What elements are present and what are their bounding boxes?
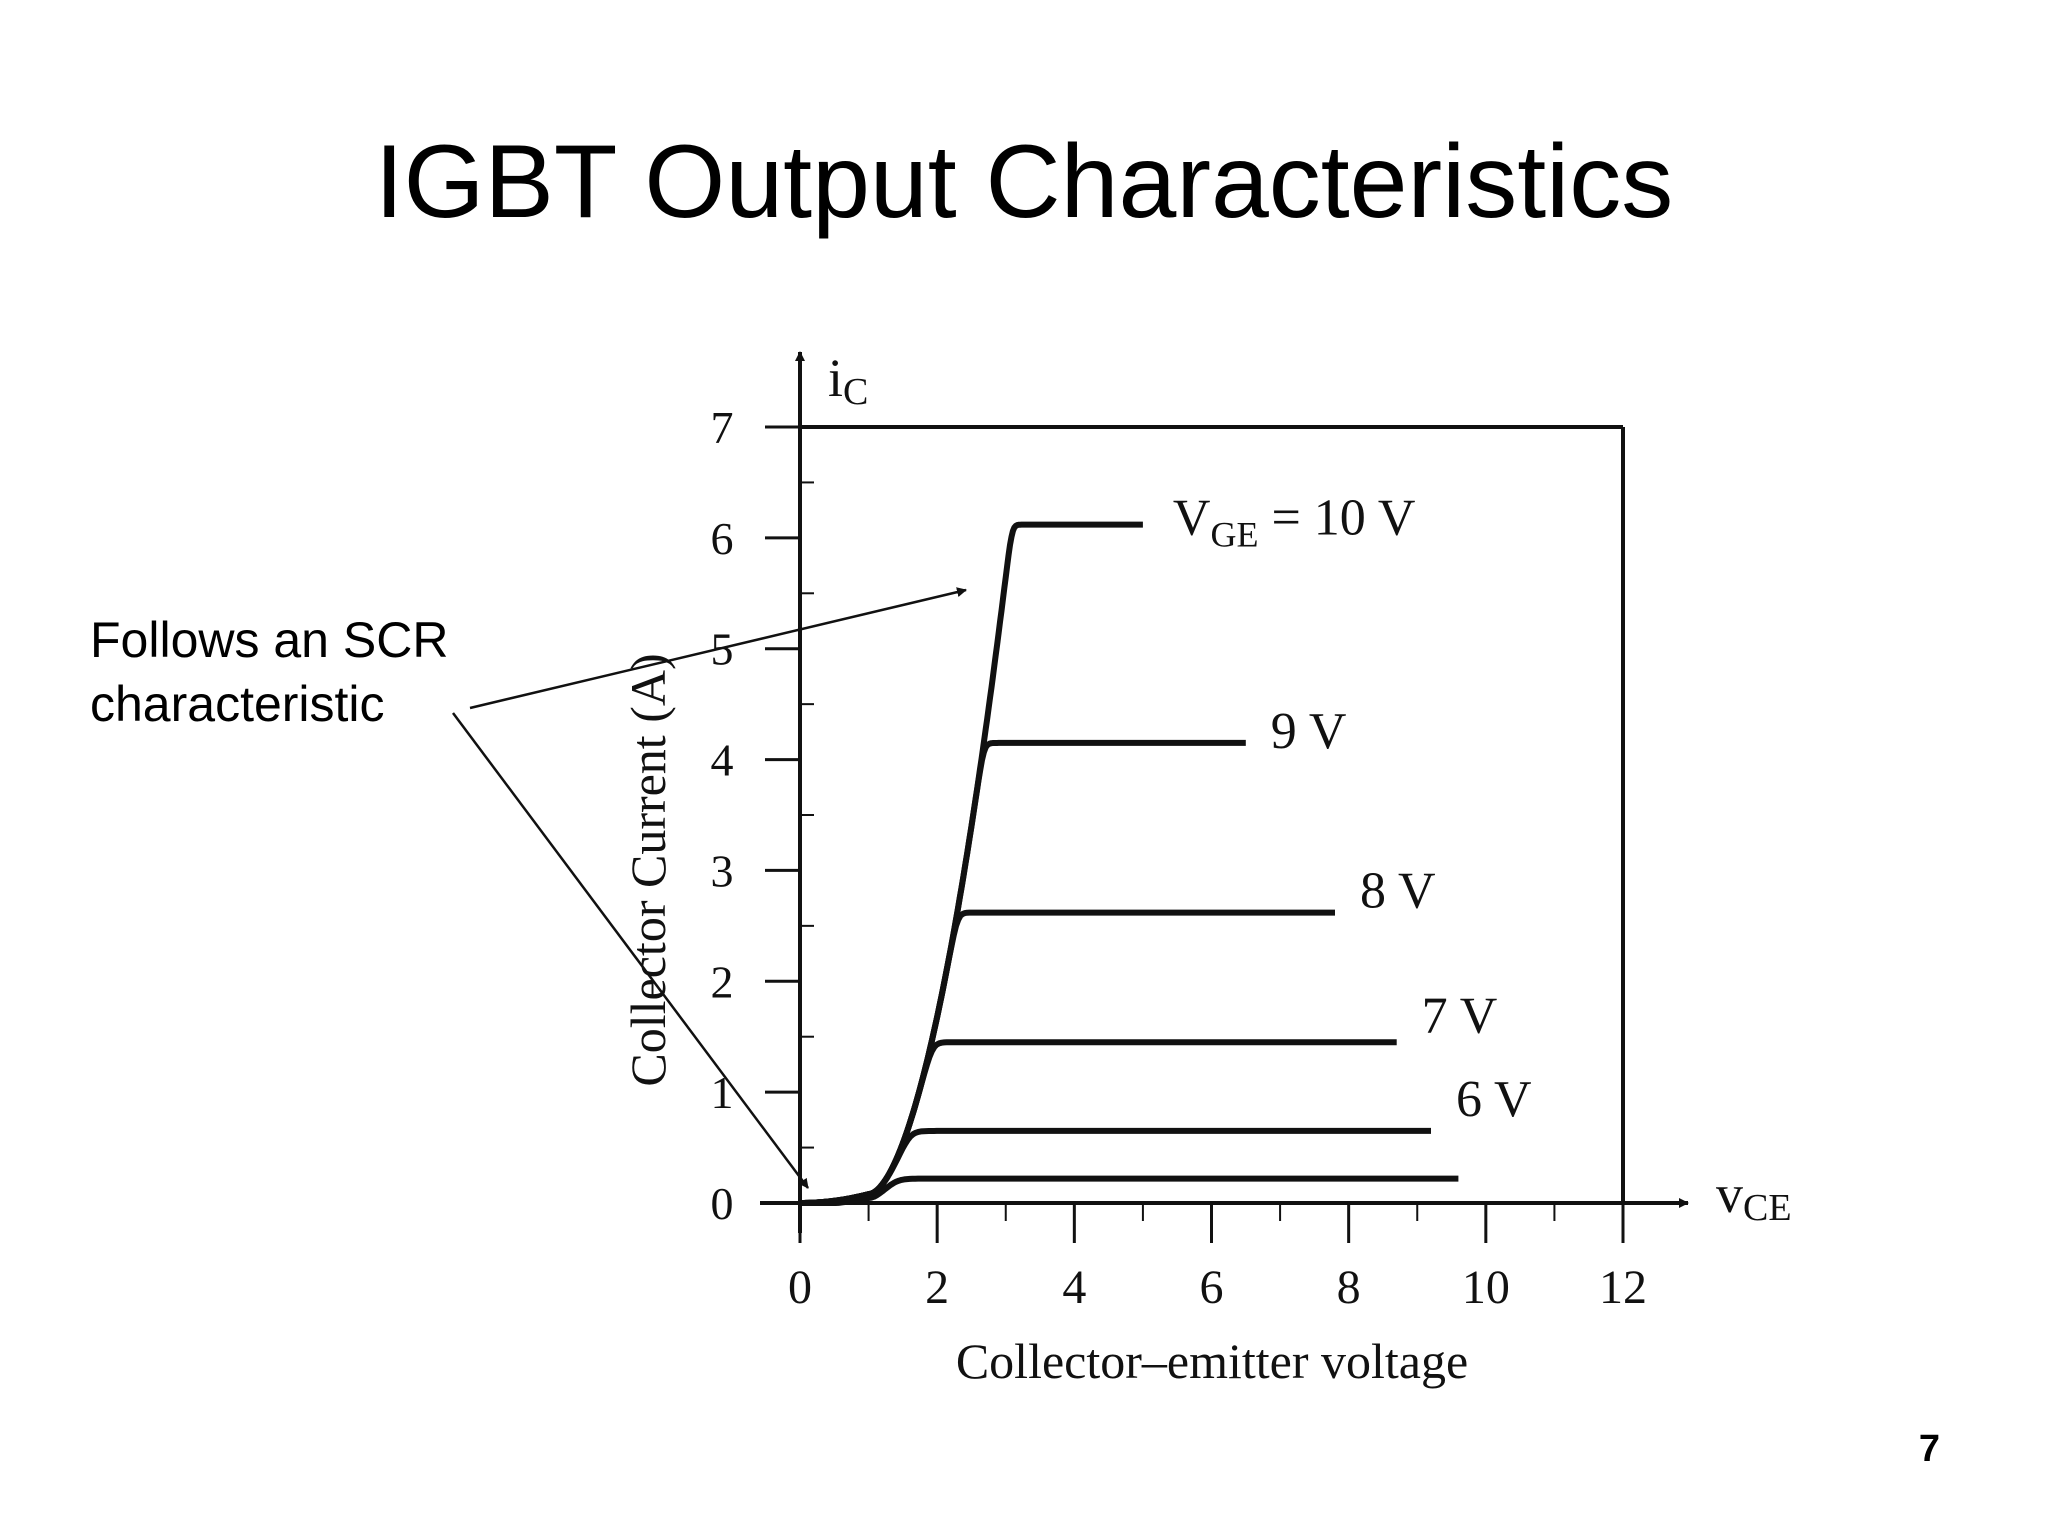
curve-label-2: 8 V [1360,863,1436,920]
y-tick-label: 7 [711,402,734,453]
x-tick-label: 6 [1200,1261,1224,1314]
curve-label-1: 9 V [1271,703,1347,760]
curve-vge-1 [798,739,1247,1206]
curve-label-3: 7 V [1422,987,1498,1044]
curve-label-4: 6 V [1456,1071,1532,1128]
y-tick-label: 2 [711,956,734,1007]
curve-vge-0 [798,521,1145,1206]
x-axis-symbol: vCE [1716,1164,1792,1229]
curve-vge-2 [799,909,1336,1206]
x-axis-label: Collector–emitter voltage [956,1333,1468,1389]
x-tick-label: 4 [1062,1261,1086,1314]
x-tick-label: 8 [1337,1261,1361,1314]
x-tick-label: 0 [788,1261,812,1314]
x-tick-label: 10 [1462,1261,1510,1314]
x-tick-label: 12 [1599,1261,1647,1314]
curve-vge-5 [799,1175,1459,1206]
page-number: 7 [1918,1428,1940,1470]
y-tick-label: 3 [711,845,734,896]
slide-title: IGBT Output Characteristics [374,124,1674,240]
curve-label-0: VGE = 10 V [1173,490,1416,555]
annotation-text: Follows an SCR characteristic [90,608,448,736]
y-axis-label: Collector Current (A) [620,653,676,1086]
annotation-line-2: characteristic [90,676,385,732]
y-tick-label: 0 [711,1178,734,1229]
x-tick-label: 2 [925,1261,949,1314]
y-tick-label: 6 [711,513,734,564]
annotation-arrow-upper [469,587,967,710]
y-axis-symbol: iC [828,348,868,413]
annotation-line-1: Follows an SCR [90,612,449,668]
annotation-arrow-lower [451,712,810,1189]
y-tick-label: 4 [711,735,734,786]
curve-vge-4 [799,1127,1432,1206]
